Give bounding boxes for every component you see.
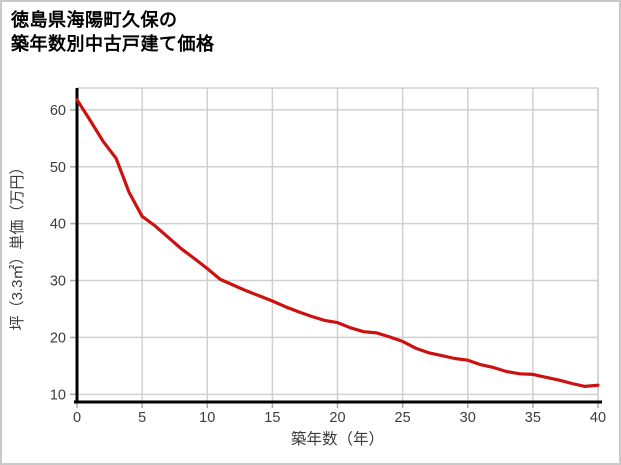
y-tick-label: 20 [50,330,66,346]
x-tick-label: 20 [329,410,345,426]
chart-title: 徳島県海陽町久保の 築年数別中古戸建て価格 [11,8,215,56]
price-line [75,98,600,388]
y-tick-label: 60 [50,103,66,119]
x-tick-label: 35 [525,410,541,426]
y-tick-label: 10 [50,387,66,403]
labels-group: 10 20 30 40 50 60 0 5 10 15 20 25 30 35 40 坪（3.3㎡）単価（万円… [9,103,606,448]
x-tick-label: 0 [73,410,81,426]
y-tick-label: 40 [50,217,66,233]
chart-title-line1: 徳島県海陽町久保の [11,10,178,30]
x-axis-title: 築年数（年） [291,430,384,448]
x-tick-label: 15 [264,410,280,426]
y-axis-title: 坪（3.3㎡）単価（万円） [9,160,26,331]
chart-title-line2: 築年数別中古戸建て価格 [11,34,215,54]
series-group [75,98,600,388]
x-tick-label: 5 [138,410,146,426]
y-tick-label: 30 [50,274,66,290]
x-tick-label: 40 [590,410,606,426]
x-tick-label: 30 [460,410,476,426]
y-tick-label: 50 [50,160,66,176]
axes-group [70,88,602,408]
grid-group [77,87,599,402]
x-tick-label: 25 [395,410,411,426]
x-tick-label: 10 [199,410,215,426]
